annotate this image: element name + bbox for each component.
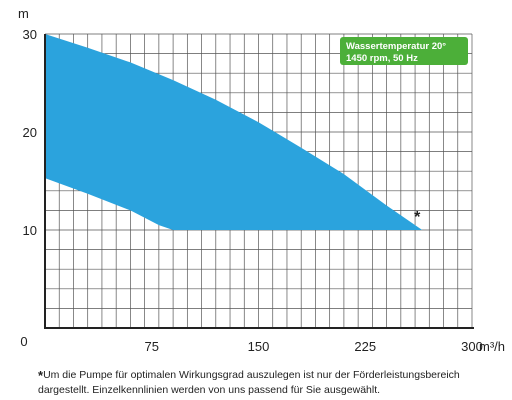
- operating-range-area: [45, 34, 423, 230]
- legend-box: Wassertemperatur 20° 1450 rpm, 50 Hz: [340, 37, 468, 65]
- x-tick-label: 225: [354, 339, 376, 354]
- origin-tick-label: 0: [20, 334, 27, 349]
- footnote: *Um die Pumpe für optimalen Wirkungsgrad…: [38, 368, 478, 397]
- x-tick-label: 300: [461, 339, 483, 354]
- y-tick-label: 10: [23, 223, 37, 238]
- y-tick-label: 30: [23, 27, 37, 42]
- x-tick-label: 150: [248, 339, 270, 354]
- annotation-asterisk: *: [414, 209, 421, 226]
- x-axis-unit: m³/h: [479, 339, 505, 354]
- footnote-marker: *: [38, 368, 44, 383]
- footnote-text: Um die Pumpe für optimalen Wirkungsgrad …: [38, 369, 460, 396]
- y-tick-label: 20: [23, 125, 37, 140]
- x-tick-label: 75: [145, 339, 159, 354]
- legend-line-1: Wassertemperatur 20°: [346, 41, 446, 52]
- y-axis-unit: m: [18, 6, 29, 21]
- legend-line-2: 1450 rpm, 50 Hz: [346, 53, 418, 64]
- axes: [44, 34, 474, 329]
